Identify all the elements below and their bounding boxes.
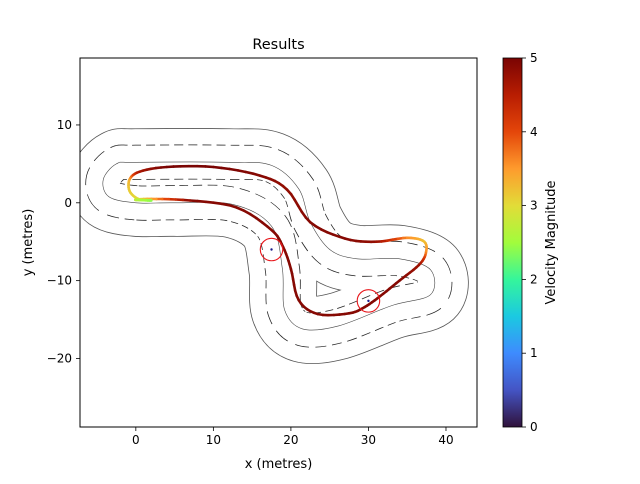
colorbar-tick-label: 3 <box>530 199 538 213</box>
colorbar-tick-label: 1 <box>530 346 538 360</box>
y-axis-label: y (metres) <box>21 209 36 277</box>
y-axis: 10 0 −10 −20 <box>47 118 80 366</box>
x-tick-label: 30 <box>361 433 376 447</box>
y-tick-label: −20 <box>47 351 72 365</box>
obstacle-center <box>270 248 272 250</box>
colorbar-ticks: 0 1 2 3 4 5 <box>522 51 538 434</box>
x-axis-label: x (metres) <box>245 457 313 472</box>
x-axis: 0 10 20 30 40 <box>132 427 454 447</box>
obstacle-center <box>367 300 369 302</box>
chart-title: Results <box>252 37 304 53</box>
x-tick-label: 40 <box>438 433 453 447</box>
y-tick-label: 0 <box>64 196 72 210</box>
colorbar-tick-label: 5 <box>530 51 538 65</box>
colorbar-gradient <box>503 58 522 427</box>
colorbar-tick-label: 0 <box>530 420 538 434</box>
colorbar-tick-label: 2 <box>530 272 538 286</box>
colorbar: 0 1 2 3 4 5 Velocity Magnitude <box>503 51 559 434</box>
y-tick-label: −10 <box>47 274 72 288</box>
x-tick-label: 10 <box>206 433 221 447</box>
x-tick-label: 20 <box>283 433 298 447</box>
colorbar-label: Velocity Magnitude <box>544 180 559 304</box>
plot-area <box>103 162 435 330</box>
x-tick-label: 0 <box>132 433 140 447</box>
y-tick-label: 10 <box>57 118 72 132</box>
colorbar-tick-label: 4 <box>530 125 538 139</box>
track <box>103 162 435 330</box>
